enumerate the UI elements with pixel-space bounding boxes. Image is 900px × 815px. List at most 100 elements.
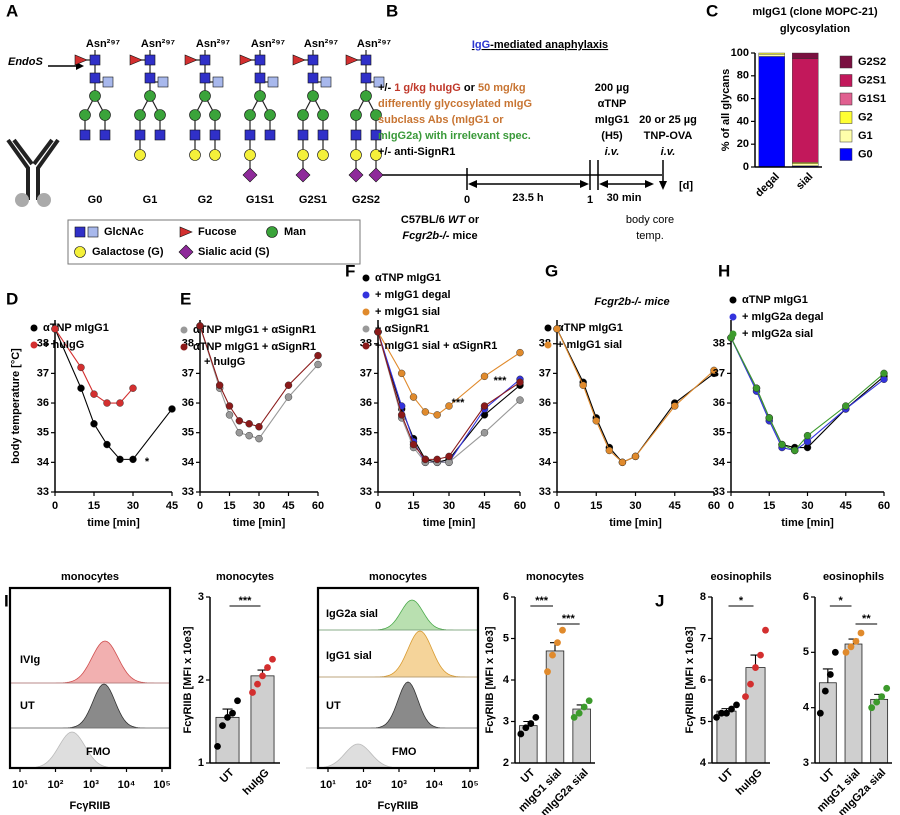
- mannose: [244, 109, 256, 121]
- x-tick-label: UT: [717, 766, 736, 785]
- interval-arrowhead: [580, 180, 589, 188]
- glycan-label: G2: [198, 194, 213, 206]
- galactose: [350, 149, 362, 161]
- legend-label: Sialic acid (S): [198, 246, 270, 258]
- legend-label: G2: [858, 111, 873, 123]
- treatment-text: +/- 1 g/kg huIgG or 50 mg/kg: [378, 82, 526, 94]
- sialic-acid: [178, 244, 194, 260]
- mannose: [360, 90, 372, 102]
- legend-label: + mIgG1 sial + αSignR1: [375, 340, 497, 352]
- legend-marker: [729, 313, 737, 321]
- legend-label: G2S2: [858, 56, 886, 68]
- y-tick-label: 6: [503, 591, 509, 603]
- series-line: [377, 331, 521, 416]
- glcnac: [267, 76, 279, 88]
- x-tick-label: 10⁴: [426, 779, 444, 791]
- data-point: [847, 643, 855, 651]
- y-axis-label: FcγRIIB [MFI x 10e3]: [684, 626, 696, 733]
- x-tick-label: 10²: [48, 779, 64, 791]
- data-point: [733, 701, 740, 709]
- data-point: [409, 440, 418, 449]
- x-tick-label: 30: [629, 500, 641, 512]
- data-point: [742, 693, 749, 700]
- x-tick-label: 0: [197, 500, 203, 512]
- population-label: IgG2a sial: [326, 608, 378, 620]
- x-tick-label: 45: [478, 500, 490, 512]
- data-point: [219, 722, 226, 730]
- y-tick-label: 35: [182, 427, 194, 439]
- data-point: [397, 369, 406, 378]
- legend-label: + αSignR1: [375, 323, 429, 335]
- glcnac: [307, 72, 319, 84]
- data-point: [554, 639, 561, 647]
- treatment-text: +/- anti-SignR1: [378, 146, 455, 158]
- data-point: [245, 431, 253, 440]
- x-tick-label: 60: [312, 500, 324, 512]
- y-tick-label: 36: [539, 397, 551, 409]
- y-tick-label: 2: [503, 757, 509, 769]
- significance: **: [862, 613, 871, 625]
- panel-letter: A: [6, 1, 18, 20]
- mannose: [307, 90, 319, 102]
- glycan-label: G1: [143, 194, 158, 206]
- injection-text: i.v.: [605, 146, 620, 158]
- glcnac: [360, 54, 372, 66]
- glcnac: [99, 129, 111, 141]
- significance: *: [739, 595, 744, 607]
- injection-text: TNP-OVA: [644, 130, 693, 142]
- data-point: [480, 402, 489, 410]
- panel-letter: B: [386, 1, 398, 20]
- legend-marker: [30, 341, 38, 349]
- glcnac: [157, 76, 169, 88]
- chart-title: eosinophils: [823, 571, 884, 583]
- chart-title: mIgG1 (clone MOPC-21): [752, 6, 878, 18]
- data-point: [51, 325, 59, 333]
- y-tick-label: 33: [182, 486, 194, 498]
- y-axis-label: body temperature [°C]: [10, 348, 22, 464]
- glcnac: [320, 76, 332, 88]
- significance: ***: [239, 595, 253, 607]
- y-tick-label: 36: [182, 397, 194, 409]
- interval-arrowhead: [468, 180, 477, 188]
- data-point: [821, 687, 829, 695]
- data-point: [842, 402, 850, 410]
- legend-swatch: [839, 92, 853, 106]
- glycan-legend-box: [67, 219, 361, 265]
- histogram: [9, 640, 171, 684]
- data-point: [762, 626, 769, 634]
- glcnac: [134, 129, 146, 141]
- bar: [716, 710, 737, 764]
- histogram: [317, 630, 479, 678]
- glcnac: [212, 76, 224, 88]
- text-segment: WT: [448, 214, 466, 226]
- text-segment: -mediated anaphylaxis: [490, 39, 608, 51]
- glcnac: [317, 129, 329, 141]
- glcnac: [373, 76, 385, 88]
- x-tick-label: 45: [840, 500, 852, 512]
- legend-marker: [362, 308, 370, 316]
- population-label: UT: [20, 700, 35, 712]
- text-segment: IgG: [472, 39, 490, 51]
- y-tick-label: 100: [731, 47, 749, 59]
- x-tick-label: 15: [590, 500, 602, 512]
- glcnac: [89, 54, 101, 66]
- legend-label: αTNP mIgG1: [43, 322, 109, 334]
- population-label: IVIg: [20, 654, 40, 666]
- data-point: [868, 704, 876, 712]
- legend-line: αTNP mIgG1 + αSignR1: [193, 341, 319, 353]
- series-line: [377, 331, 521, 460]
- data-point: [374, 328, 382, 336]
- legend-label: + mIgG2a degal: [742, 311, 824, 323]
- data-point: [631, 452, 640, 461]
- galactose: [244, 149, 256, 161]
- significance: ***: [562, 613, 576, 625]
- data-point: [747, 680, 754, 688]
- data-point: [532, 713, 540, 721]
- y-tick-label: 1: [198, 757, 204, 769]
- data-point: [873, 698, 881, 706]
- data-point: [803, 431, 812, 440]
- fucose: [179, 226, 193, 238]
- x-axis-label: time [min]: [233, 517, 286, 529]
- mannose: [134, 109, 146, 121]
